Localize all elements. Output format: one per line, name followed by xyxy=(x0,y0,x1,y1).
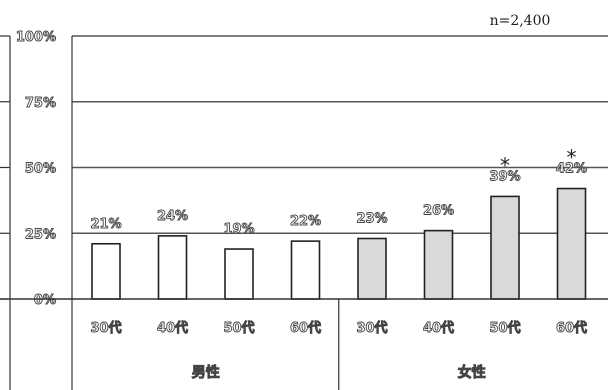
value-label-male-50代: 19% xyxy=(223,222,254,237)
bar-male-30代 xyxy=(91,242,121,300)
gridlines xyxy=(72,35,608,234)
y-tick-label-75: 75% xyxy=(25,96,56,111)
y-tick-label-100: 100% xyxy=(16,30,56,45)
y-tick-label-0: 0% xyxy=(34,293,56,308)
sample-size-note: n=2,400 xyxy=(490,13,551,29)
value-label-male-60代: 22% xyxy=(290,214,321,229)
category-label-female-60代: 60代 xyxy=(556,320,587,336)
value-label-female-60代: 42% xyxy=(556,162,587,177)
category-label-male-40代: 40代 xyxy=(157,320,188,336)
bar-male-50代 xyxy=(224,248,254,300)
significance-marker-50代: * xyxy=(500,153,510,177)
value-labels: 21%24%19%22% 23%26%39%* 42%* xyxy=(90,146,588,238)
category-label-male-50代: 50代 xyxy=(223,320,254,336)
group-label-male: 男性 xyxy=(192,364,220,381)
bar-male-60代 xyxy=(290,240,321,300)
bar-female-60代 xyxy=(556,187,587,300)
bar-male-40代 xyxy=(157,235,188,300)
value-label-female-30代: 23% xyxy=(356,212,387,227)
value-label-female-50代: 39% xyxy=(489,169,520,184)
value-label-female-40代: 26% xyxy=(423,204,454,219)
bar-female-30代 xyxy=(357,237,387,300)
group-label-female: 女性 xyxy=(458,364,486,381)
bars xyxy=(91,187,587,300)
category-label-female-40代: 40代 xyxy=(423,320,454,336)
category-label-female-50代: 50代 xyxy=(489,320,520,336)
bar-female-40代 xyxy=(423,229,454,300)
value-label-male-30代: 21% xyxy=(90,217,121,232)
y-tick-label-25: 25% xyxy=(25,227,56,242)
significance-marker-60代: * xyxy=(567,146,577,170)
category-label-male-30代: 30代 xyxy=(90,320,121,336)
y-axis: 0% 25% 50% 75% 100% xyxy=(0,30,73,390)
y-tick-label-50: 50% xyxy=(25,162,56,177)
category-label-male-60代: 60代 xyxy=(290,320,321,336)
value-label-male-40代: 24% xyxy=(157,209,188,224)
category-label-female-30代: 30代 xyxy=(356,320,387,336)
bar-female-50代 xyxy=(490,195,520,300)
